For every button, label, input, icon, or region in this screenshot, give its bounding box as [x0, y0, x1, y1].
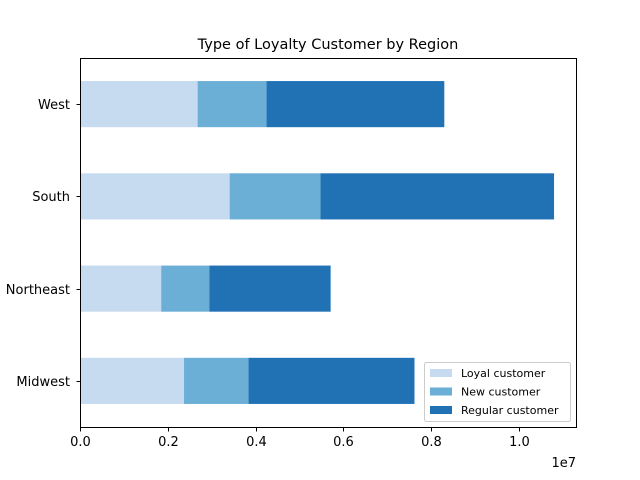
- legend: Loyal customer New customer Regular custom…: [424, 362, 571, 422]
- x-offset-label: 1e7: [551, 456, 576, 471]
- bar-midwest-series-2: [248, 357, 415, 404]
- bar-northeast-series-2: [209, 265, 331, 312]
- legend-swatch: [430, 406, 452, 414]
- bar-midwest-series-0: [80, 357, 185, 404]
- x-tick-label: 0.8: [421, 435, 442, 450]
- bars-group: [80, 81, 555, 404]
- bar-south-series-2: [320, 173, 555, 220]
- chart-title: Type of Loyalty Customer by Region: [197, 37, 459, 53]
- x-tick-label: 0.6: [333, 435, 354, 450]
- x-axis: 0.0 0.2 0.4 0.6 0.8 1.0: [70, 427, 530, 450]
- y-tick-label: South: [32, 190, 70, 205]
- x-tick-label: 0.4: [246, 435, 267, 450]
- x-tick-label: 0.2: [158, 435, 179, 450]
- x-tick-label: 1.0: [509, 435, 530, 450]
- bar-south-series-0: [80, 173, 230, 220]
- y-tick-label: West: [38, 98, 70, 113]
- bar-northeast-series-1: [161, 265, 210, 312]
- legend-frame: [424, 362, 571, 422]
- bar-south-series-1: [229, 173, 321, 220]
- bar-midwest-series-1: [184, 357, 249, 404]
- legend-swatch: [430, 369, 452, 377]
- y-tick-label: Midwest: [16, 375, 70, 390]
- bar-west-series-1: [197, 81, 267, 128]
- bar-west-series-0: [80, 81, 198, 128]
- legend-label: New customer: [461, 386, 541, 399]
- legend-swatch: [430, 387, 452, 396]
- legend-label: Loyal customer: [461, 367, 546, 380]
- plot-frame: [80, 58, 577, 428]
- y-axis: Midwest Northeast South West: [6, 98, 81, 390]
- y-tick-label: Northeast: [6, 283, 70, 298]
- x-tick-label: 0.0: [70, 435, 91, 450]
- bar-west-series-2: [266, 81, 445, 128]
- legend-label: Regular customer: [461, 404, 559, 417]
- bar-northeast-series-0: [80, 265, 162, 312]
